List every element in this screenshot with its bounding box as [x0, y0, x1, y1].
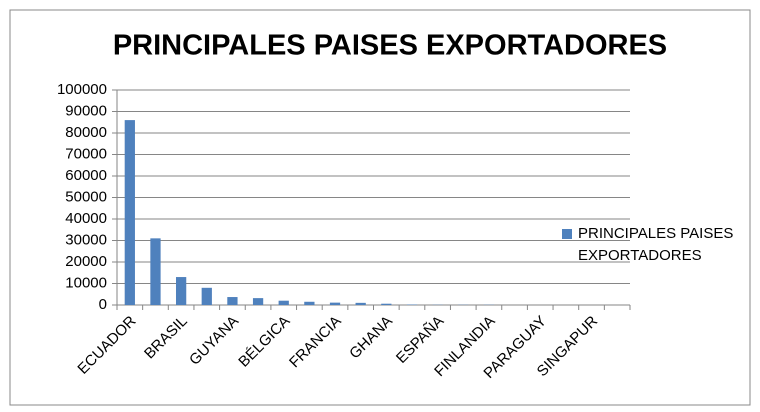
bar [355, 302, 366, 305]
y-tick-label: 80000 [65, 124, 107, 141]
bar [381, 303, 392, 305]
bar [175, 277, 187, 305]
y-tick-label: 30000 [65, 231, 107, 248]
y-tick-label: 60000 [65, 167, 107, 184]
bar [329, 302, 341, 305]
bar [278, 300, 289, 305]
bar [150, 238, 161, 305]
bar [124, 120, 135, 305]
chart-title: PRINCIPALES PAISES EXPORTADORES [113, 30, 667, 62]
bar [227, 297, 238, 305]
y-tick-label: 50000 [65, 188, 107, 205]
legend-label: PRINCIPALES PAISES EXPORTADORES [578, 225, 734, 264]
chart-frame [9, 9, 751, 406]
y-tick-label: 0 [99, 296, 107, 313]
y-tick-label: 10000 [65, 274, 107, 291]
bar [252, 298, 264, 305]
y-tick-label: 20000 [65, 253, 107, 270]
y-tick-label: 40000 [65, 210, 107, 227]
bar [201, 287, 212, 305]
legend-swatch [562, 229, 572, 239]
y-tick-label: 100000 [57, 81, 107, 98]
y-tick-label: 70000 [65, 145, 107, 162]
y-tick-label: 90000 [65, 102, 107, 119]
bar [304, 301, 315, 305]
